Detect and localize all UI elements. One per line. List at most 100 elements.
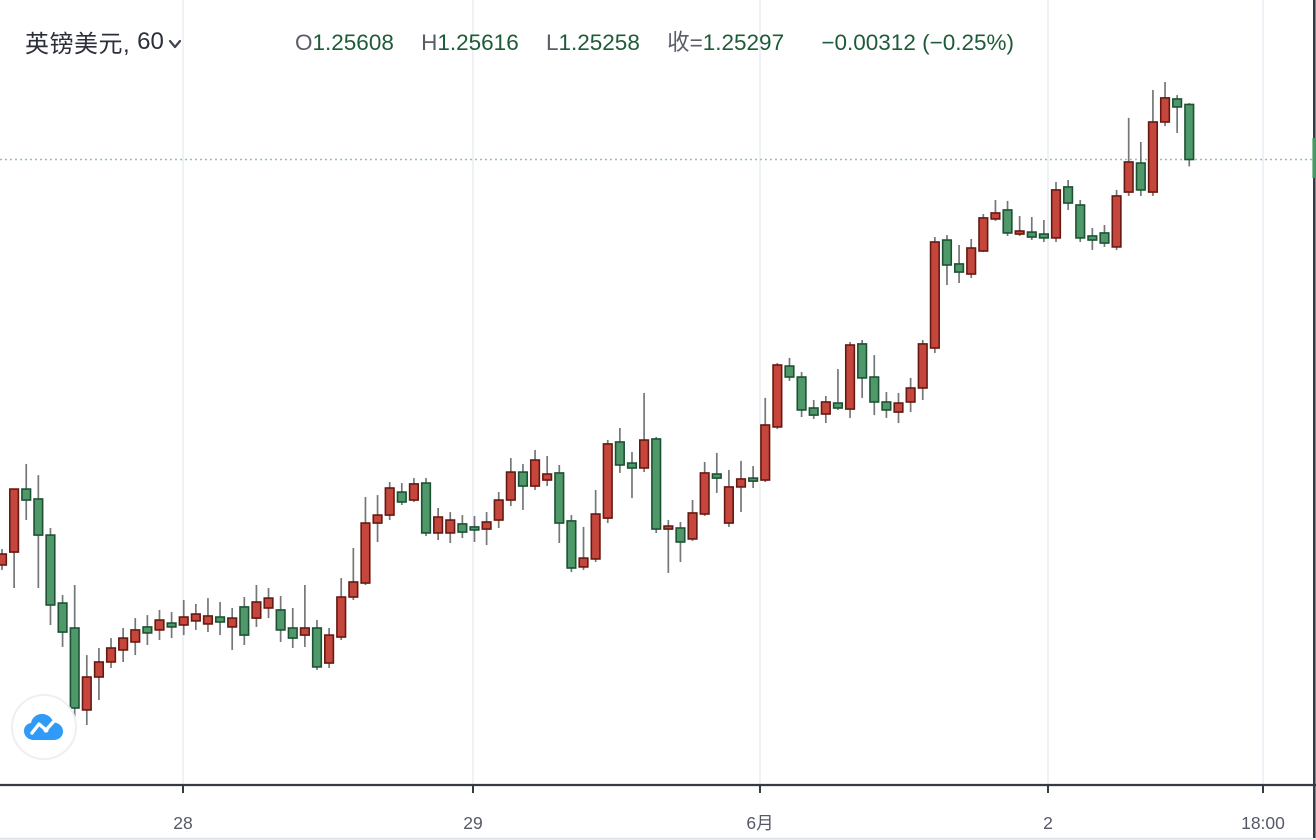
candle[interactable]	[396, 483, 407, 505]
candle[interactable]	[832, 369, 844, 410]
candle[interactable]	[626, 452, 638, 499]
candle[interactable]	[735, 460, 747, 513]
candle[interactable]	[675, 521, 686, 562]
candle[interactable]	[1050, 181, 1062, 242]
candle[interactable]	[590, 489, 601, 562]
candle[interactable]	[990, 200, 1001, 221]
candle[interactable]	[130, 618, 141, 656]
candle[interactable]	[214, 601, 226, 636]
candle[interactable]	[9, 488, 20, 588]
candle[interactable]	[227, 607, 238, 650]
candle[interactable]	[542, 455, 553, 487]
symbol-selector[interactable]: 英镑美元, 60	[25, 24, 182, 59]
candle[interactable]	[166, 612, 177, 639]
candle[interactable]	[360, 497, 371, 585]
candle[interactable]	[57, 595, 68, 647]
candle[interactable]	[820, 395, 831, 424]
candle[interactable]	[433, 507, 444, 541]
candle[interactable]	[578, 526, 589, 570]
candle[interactable]	[33, 475, 44, 588]
candle[interactable]	[772, 363, 783, 430]
candle[interactable]	[287, 607, 298, 648]
candle[interactable]	[699, 461, 710, 516]
candle[interactable]	[857, 340, 868, 398]
candle[interactable]	[263, 587, 274, 619]
candle[interactable]	[905, 377, 916, 413]
candle[interactable]	[760, 397, 771, 482]
candle[interactable]	[275, 595, 286, 642]
candle[interactable]	[154, 609, 165, 641]
candle[interactable]	[663, 520, 674, 573]
candle[interactable]	[638, 392, 650, 473]
candle[interactable]	[1184, 103, 1195, 167]
candle[interactable]	[81, 655, 92, 725]
candle[interactable]	[602, 440, 613, 524]
candle[interactable]	[881, 392, 892, 418]
candle[interactable]	[445, 512, 456, 544]
candle[interactable]	[299, 584, 310, 647]
candle[interactable]	[554, 464, 565, 544]
candle[interactable]	[420, 478, 432, 536]
candle[interactable]	[784, 357, 795, 381]
candle[interactable]	[687, 500, 698, 541]
candle[interactable]	[1099, 224, 1110, 247]
candle[interactable]	[808, 400, 819, 419]
candle[interactable]	[844, 341, 856, 418]
candle[interactable]	[1135, 141, 1146, 196]
candle[interactable]	[953, 244, 965, 284]
candle[interactable]	[966, 238, 977, 278]
candle[interactable]	[1014, 215, 1025, 236]
candle[interactable]	[311, 620, 323, 670]
candle[interactable]	[1172, 95, 1183, 133]
candle[interactable]	[566, 515, 577, 573]
candle[interactable]	[324, 627, 335, 668]
candle[interactable]	[1123, 117, 1134, 196]
candle[interactable]	[1111, 189, 1122, 250]
candle[interactable]	[0, 549, 8, 570]
candle[interactable]	[529, 449, 541, 490]
candle[interactable]	[1002, 200, 1013, 236]
candle[interactable]	[45, 527, 56, 625]
candle[interactable]	[142, 615, 153, 645]
candle[interactable]	[348, 547, 359, 601]
candle[interactable]	[723, 469, 734, 527]
candle[interactable]	[614, 427, 625, 473]
candle[interactable]	[917, 340, 928, 401]
candle[interactable]	[1159, 81, 1171, 127]
candle[interactable]	[1038, 220, 1049, 242]
candle[interactable]	[457, 515, 468, 539]
candle[interactable]	[1087, 227, 1098, 250]
candle[interactable]	[1075, 200, 1086, 242]
candle[interactable]	[517, 463, 529, 510]
candle[interactable]	[893, 392, 904, 424]
candle[interactable]	[239, 597, 250, 645]
candle[interactable]	[202, 598, 214, 633]
candle[interactable]	[69, 584, 80, 718]
candle[interactable]	[1147, 89, 1159, 196]
candle[interactable]	[469, 515, 480, 542]
candle[interactable]	[796, 372, 807, 418]
candle[interactable]	[105, 638, 117, 668]
candle[interactable]	[178, 600, 189, 636]
candle[interactable]	[711, 452, 722, 493]
candle[interactable]	[1063, 180, 1074, 210]
candle[interactable]	[869, 355, 880, 416]
candle[interactable]	[651, 437, 662, 533]
candle[interactable]	[748, 466, 759, 488]
candle[interactable]	[408, 478, 420, 502]
candle[interactable]	[978, 214, 989, 253]
candle[interactable]	[384, 481, 395, 521]
candle[interactable]	[21, 463, 32, 521]
candle[interactable]	[505, 458, 516, 507]
candle[interactable]	[493, 492, 504, 528]
candle[interactable]	[1026, 217, 1037, 241]
tradingview-logo[interactable]	[11, 694, 77, 760]
candle[interactable]	[336, 578, 347, 641]
candle[interactable]	[372, 495, 383, 542]
candle[interactable]	[190, 603, 201, 630]
candle[interactable]	[251, 584, 262, 627]
candle[interactable]	[929, 237, 940, 353]
candle[interactable]	[118, 627, 129, 662]
candle[interactable]	[941, 235, 953, 285]
